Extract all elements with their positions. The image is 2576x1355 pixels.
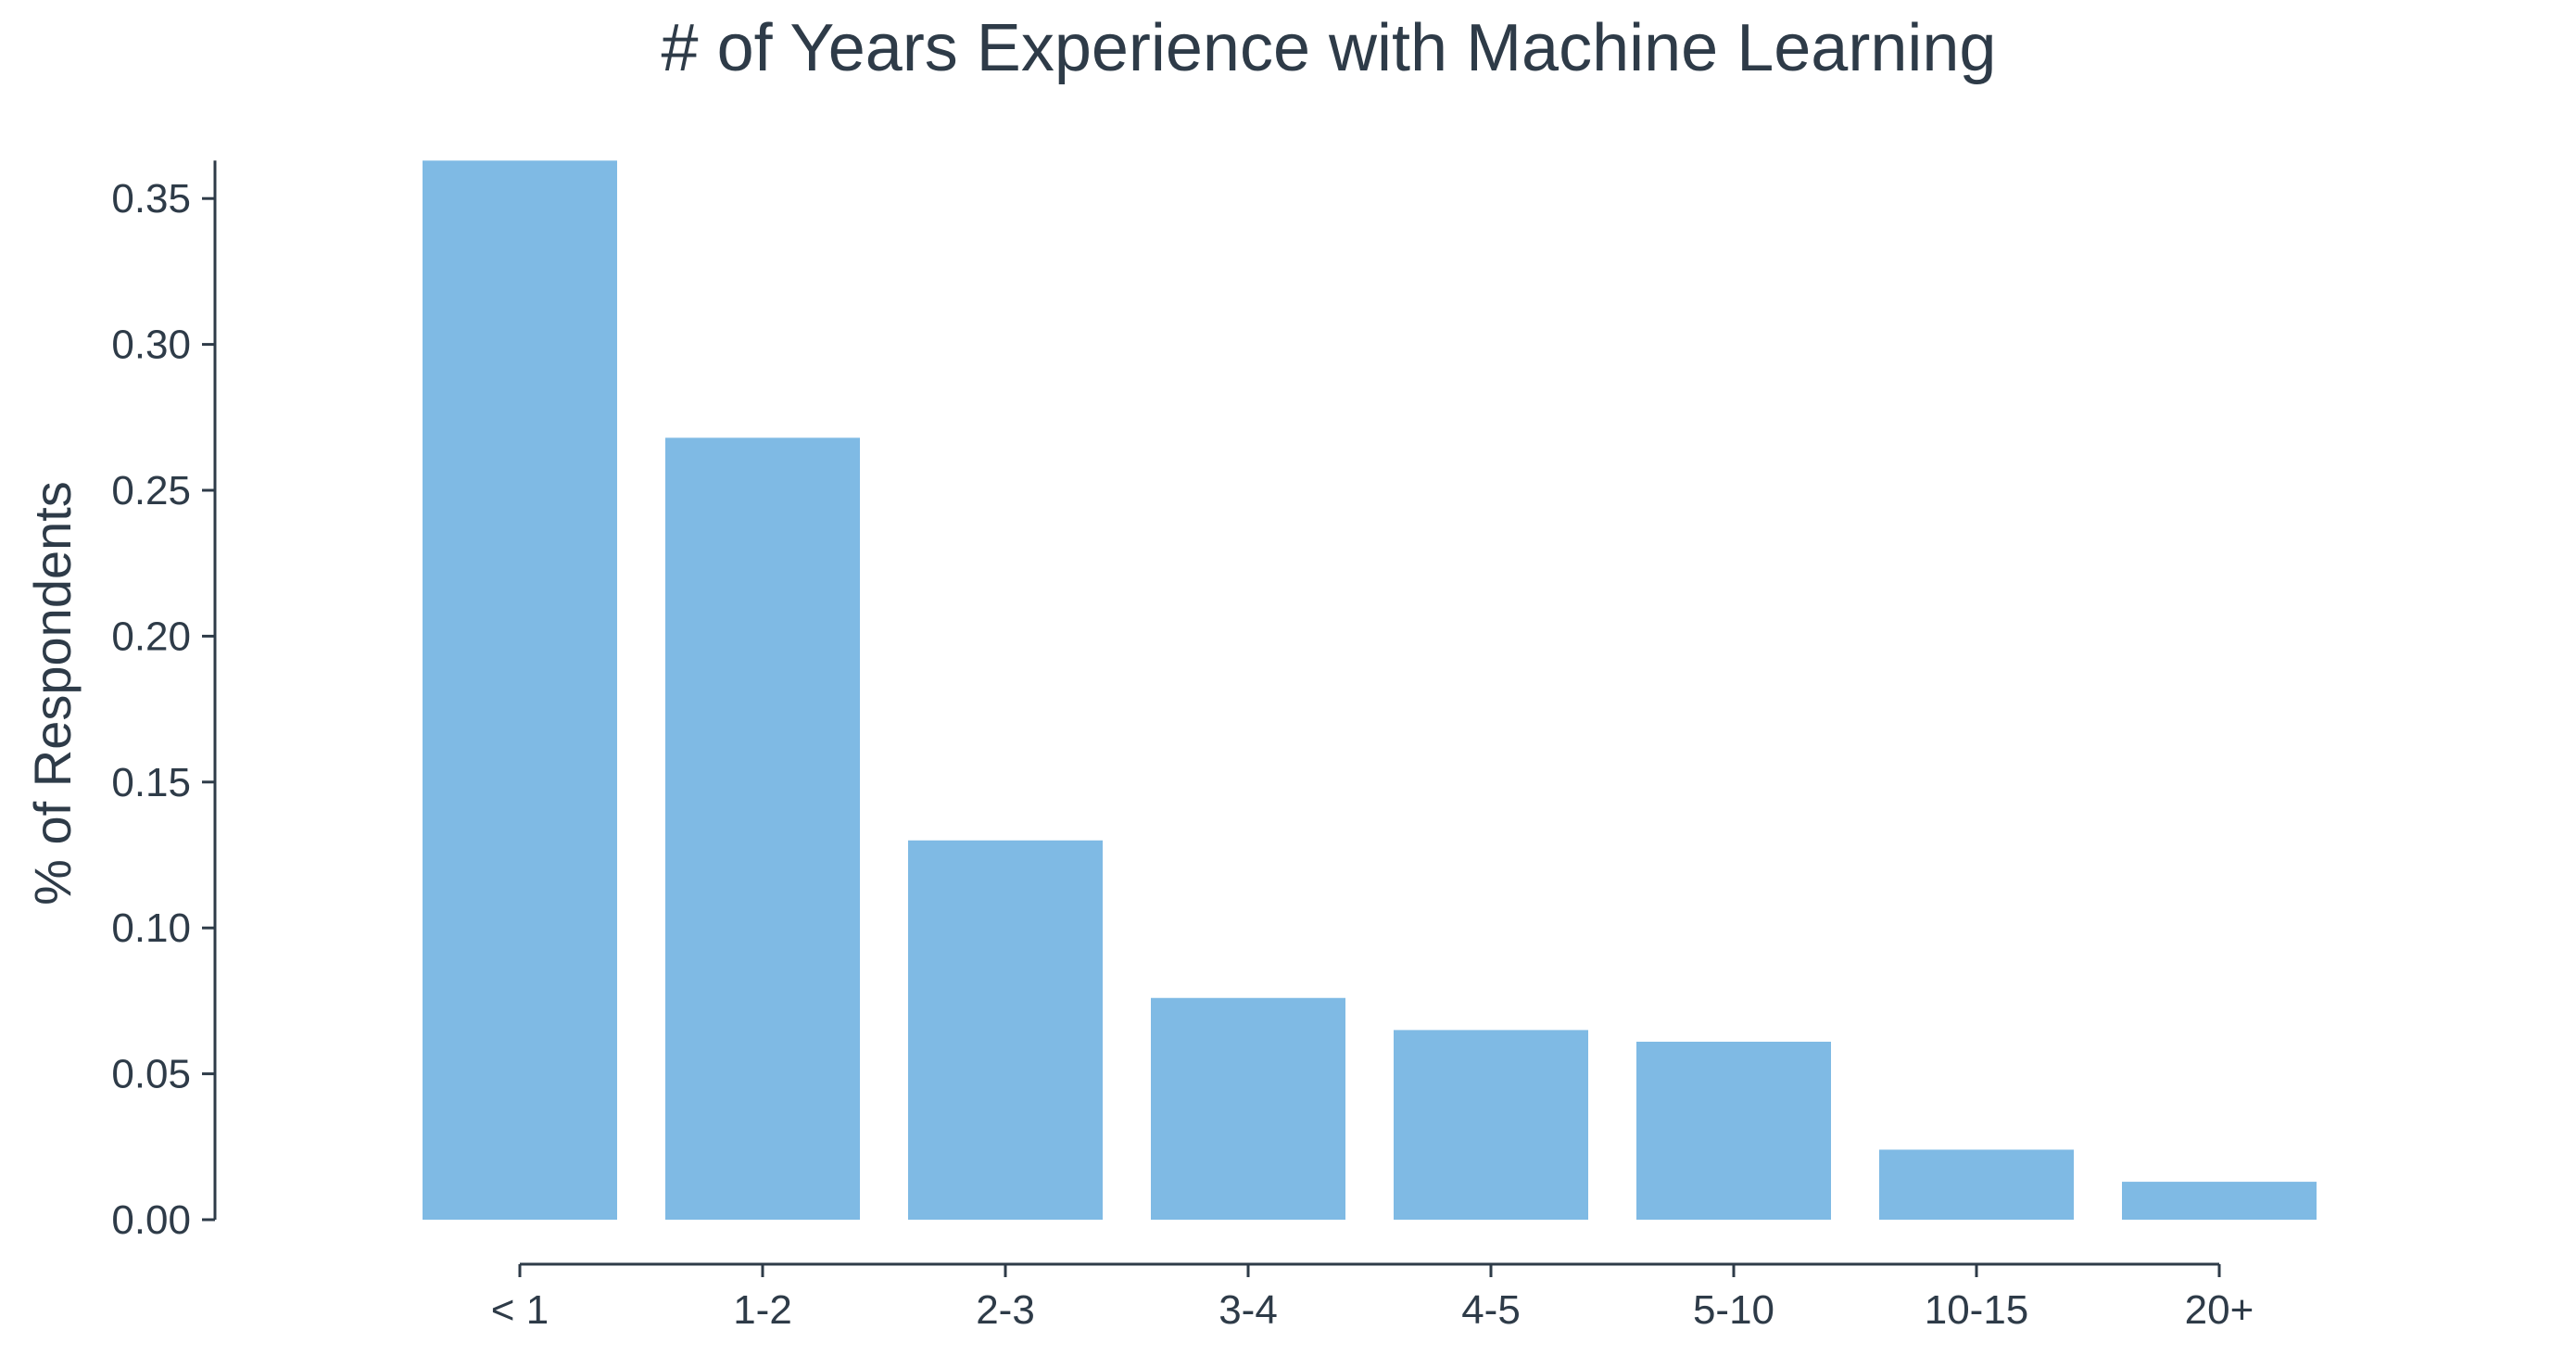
y-tick-label: 0.30	[111, 323, 191, 368]
bar	[665, 437, 860, 1220]
bar	[908, 840, 1103, 1220]
y-tick-label: 0.35	[111, 176, 191, 222]
y-tick-label: 0.00	[111, 1197, 191, 1243]
y-axis: 0.00 0.05 0.10 0.15 0.20 0.25 0.30 0.35	[111, 160, 217, 1243]
x-tick-label: < 1	[491, 1287, 549, 1333]
bars-group	[423, 160, 2317, 1220]
x-axis: < 1 1-2 2-3 3-4 4-5 5-10 10-15 20+	[491, 1262, 2254, 1333]
bar	[1394, 1030, 1588, 1220]
y-tick-label: 0.25	[111, 468, 191, 513]
bar	[2122, 1182, 2317, 1220]
x-tick-label: 3-4	[1219, 1287, 1278, 1333]
x-tick-label: 20+	[2185, 1287, 2254, 1333]
chart-title: # of Years Experience with Machine Learn…	[662, 11, 1997, 85]
bar	[1636, 1041, 1831, 1220]
y-axis-label: % of Respondents	[23, 481, 82, 905]
y-tick-label: 0.15	[111, 760, 191, 805]
x-tick-label: 10-15	[1925, 1287, 2029, 1333]
bar	[1151, 997, 1345, 1220]
x-tick-label: 1-2	[733, 1287, 792, 1333]
x-tick-label: 5-10	[1693, 1287, 1774, 1333]
y-tick-label: 0.05	[111, 1052, 191, 1097]
x-tick-label: 2-3	[976, 1287, 1035, 1333]
bar	[423, 160, 617, 1220]
y-tick-label: 0.10	[111, 905, 191, 951]
y-tick-label: 0.20	[111, 614, 191, 659]
x-tick-label: 4-5	[1461, 1287, 1521, 1333]
bar	[1879, 1149, 2074, 1220]
